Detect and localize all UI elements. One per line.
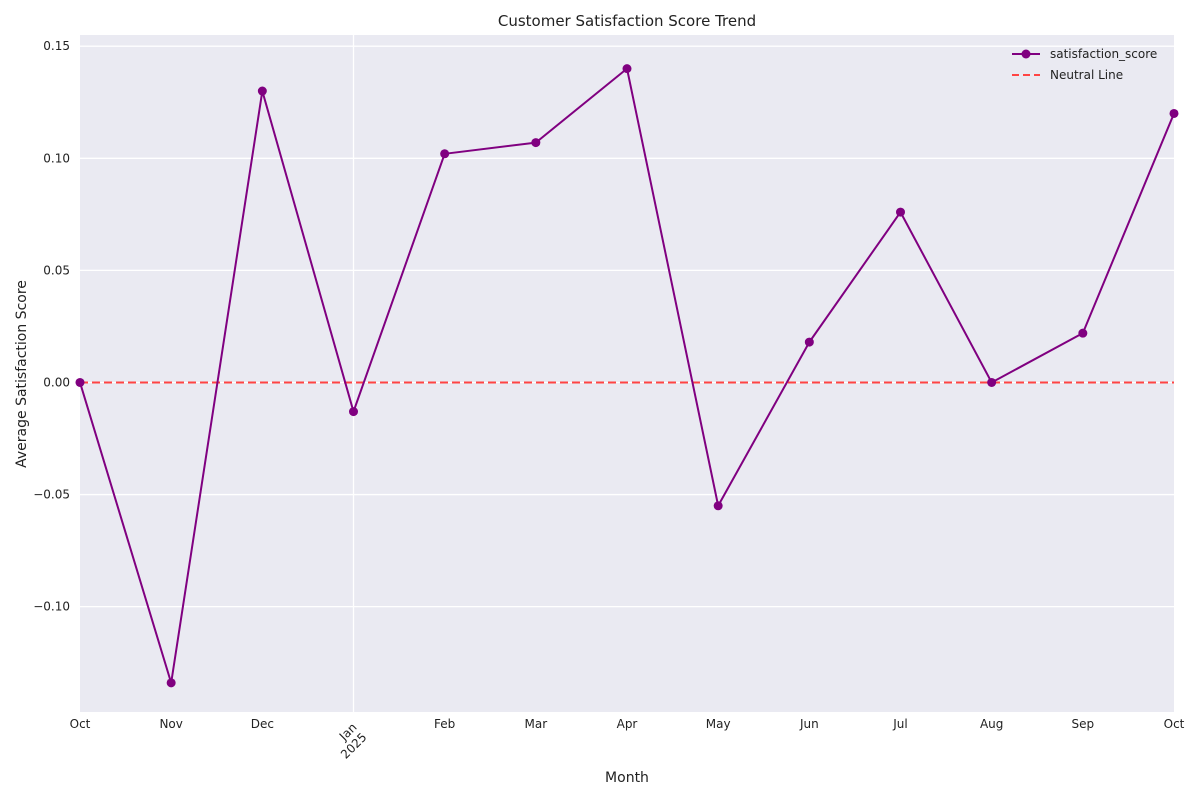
data-point — [349, 407, 358, 417]
data-point — [1078, 328, 1088, 338]
data-point — [804, 337, 814, 347]
data-point — [531, 138, 541, 148]
data-point — [1169, 108, 1179, 118]
x-axis-title: Month — [605, 770, 649, 786]
data-point — [440, 149, 450, 159]
x-tick-label: Feb — [434, 717, 455, 731]
plot-area — [80, 35, 1174, 712]
x-tick-label: Jun — [799, 717, 819, 731]
data-point — [166, 678, 176, 688]
x-tick-label-rotated: Jan2025 — [328, 720, 370, 761]
x-tick-label: Apr — [617, 717, 638, 731]
x-tick-label: Jul — [892, 717, 907, 731]
data-point — [987, 377, 997, 387]
legend: satisfaction_score Neutral Line — [1012, 47, 1157, 82]
y-tick-label: −0.05 — [33, 488, 70, 502]
y-tick-label: 0.10 — [43, 151, 70, 165]
x-tick-label: Oct — [1164, 717, 1185, 731]
y-tick-label: −0.10 — [33, 600, 70, 614]
y-tick-label: 0.00 — [43, 375, 70, 389]
x-tick-label: Oct — [70, 717, 91, 731]
y-axis-ticks: −0.10 −0.05 0.00 0.05 0.10 0.15 — [33, 39, 70, 613]
legend-marker-satisfaction-score — [1021, 49, 1031, 59]
x-axis-ticks: Oct Nov Dec Jan2025 Feb Mar Apr May Jun Jul Aug Sep… — [70, 717, 1185, 762]
legend-label-satisfaction-score: satisfaction_score — [1050, 47, 1157, 61]
series-layer — [75, 64, 1179, 688]
x-tick-label: Sep — [1072, 717, 1095, 731]
data-point — [257, 86, 267, 96]
x-tick-label: Aug — [980, 717, 1003, 731]
x-tick-label: Dec — [251, 717, 274, 731]
y-axis-title: Average Satisfaction Score — [14, 280, 30, 468]
data-point — [75, 377, 85, 387]
data-point — [713, 501, 723, 511]
chart-title: Customer Satisfaction Score Trend — [498, 12, 756, 30]
legend-label-neutral-line: Neutral Line — [1050, 68, 1123, 82]
x-tick-label: Jan2025 — [328, 720, 369, 761]
data-point — [896, 207, 905, 217]
x-tick-label: Nov — [159, 717, 182, 731]
x-tick-label: Mar — [525, 717, 548, 731]
y-tick-label: 0.05 — [43, 263, 70, 277]
data-point — [622, 64, 632, 74]
y-tick-label: 0.15 — [43, 39, 70, 53]
x-tick-label: May — [706, 717, 731, 731]
